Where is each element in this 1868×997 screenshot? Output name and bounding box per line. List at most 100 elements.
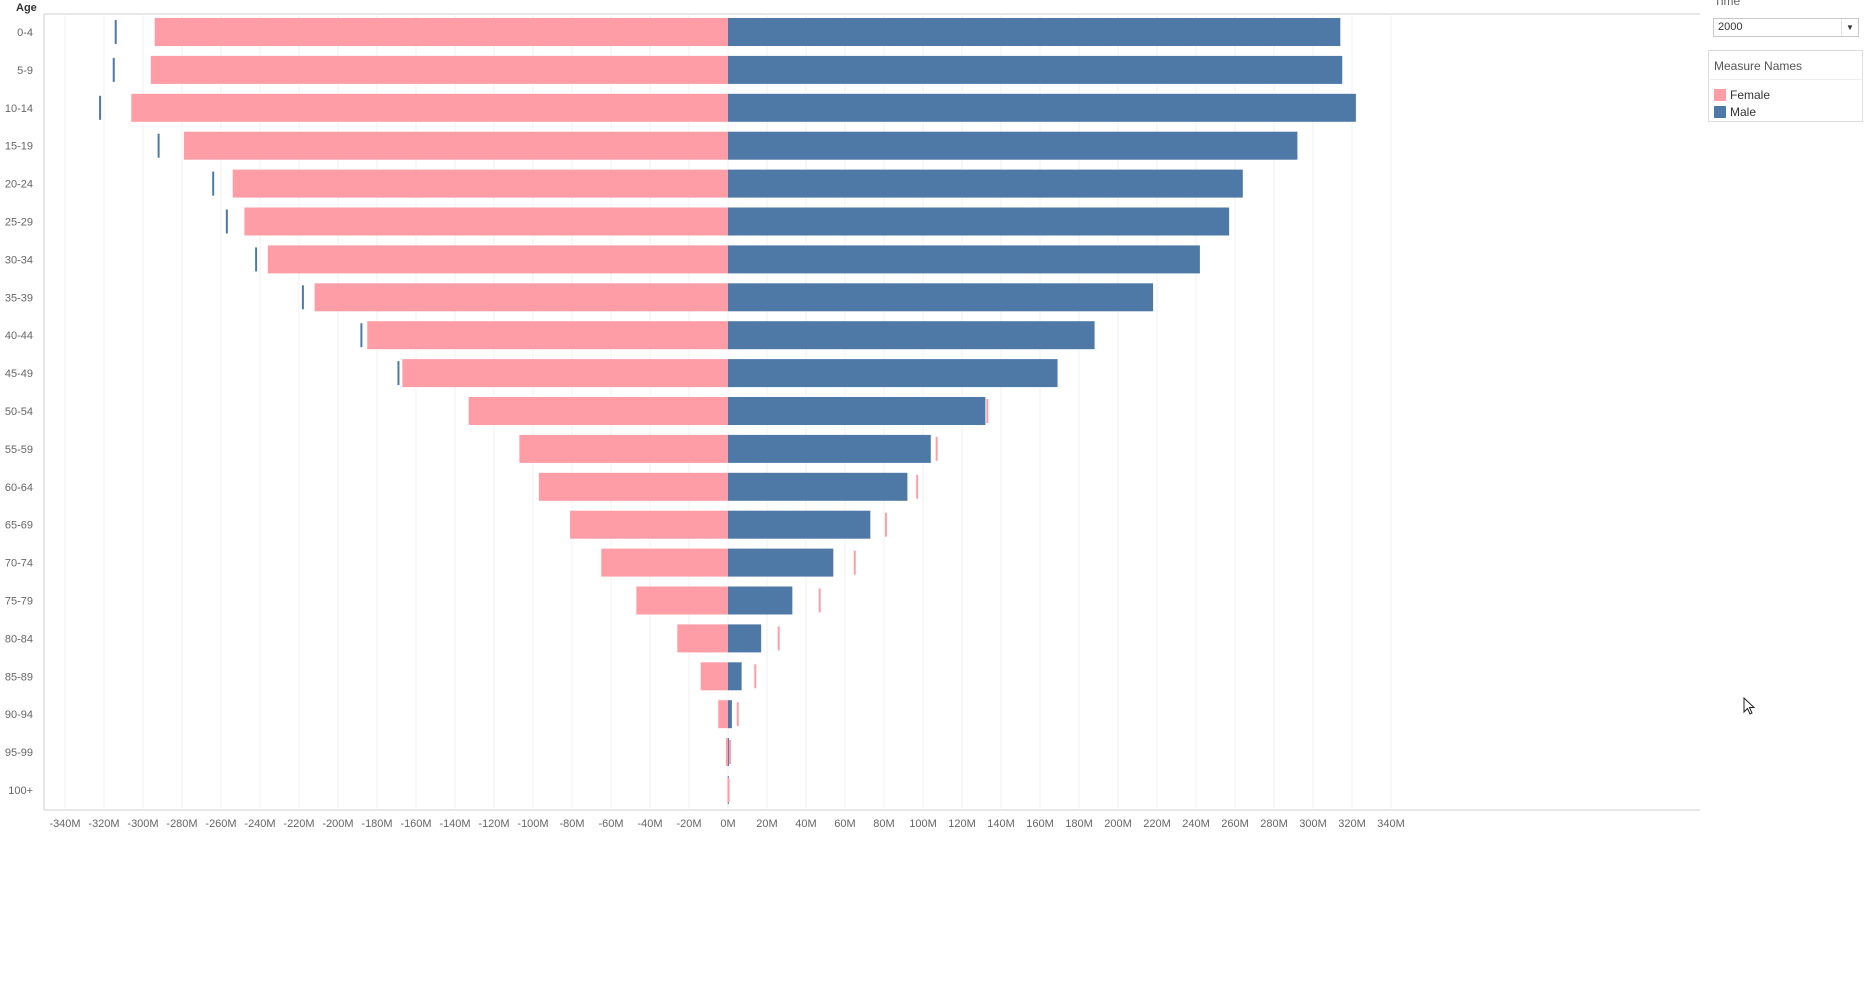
bar-male-70-74[interactable] xyxy=(728,548,834,577)
legend-label-male: Male xyxy=(1730,104,1757,119)
time-dropdown[interactable]: 2000 ▼ xyxy=(1713,18,1859,37)
bar-female-75-79[interactable] xyxy=(636,586,728,615)
bar-female-30-34[interactable] xyxy=(267,245,728,274)
x-tick-label: 220M xyxy=(1143,818,1171,830)
bar-male-95-99[interactable] xyxy=(728,738,729,767)
bar-female-50-54[interactable] xyxy=(468,397,728,425)
bar-male-90-94[interactable] xyxy=(728,700,732,729)
x-tick-label: 280M xyxy=(1260,818,1288,830)
bar-female-55-59[interactable] xyxy=(519,434,728,463)
ref-tick-male-10-14 xyxy=(99,95,102,120)
bar-male-40-44[interactable] xyxy=(728,321,1095,350)
bar-male-5-9[interactable] xyxy=(728,55,1343,84)
y-tick-label: 65-69 xyxy=(5,520,33,532)
bar-female-90-94[interactable] xyxy=(718,700,728,729)
x-tick-label: -200M xyxy=(322,818,353,830)
y-tick-label: 20-24 xyxy=(5,179,33,191)
bar-male-55-59[interactable] xyxy=(728,434,931,463)
ref-tick-male-40-44 xyxy=(360,323,363,348)
x-tick-label: 320M xyxy=(1338,818,1366,830)
bar-male-65-69[interactable] xyxy=(728,510,871,539)
x-tick-label: -80M xyxy=(559,818,584,830)
bar-male-25-29[interactable] xyxy=(728,207,1230,236)
bar-male-50-54[interactable] xyxy=(728,397,986,425)
bar-female-80-84[interactable] xyxy=(677,624,728,653)
bar-female-10-14[interactable] xyxy=(131,93,729,122)
chevron-down-icon[interactable]: ▼ xyxy=(1841,19,1858,36)
bar-male-15-19[interactable] xyxy=(728,131,1298,160)
time-filter-title: Time xyxy=(1714,0,1741,8)
ref-tick-male-35-39 xyxy=(301,285,304,310)
x-axis: -340M -320M -300M -280M -260M -240M -220M -200M… xyxy=(49,818,1404,830)
x-tick-label: -280M xyxy=(166,818,197,830)
x-tick-label: -220M xyxy=(283,818,314,830)
legend-title: Measure Names xyxy=(1714,59,1803,73)
ref-tick-male-20-24 xyxy=(212,171,215,196)
ref-tick-male-30-34 xyxy=(255,247,258,272)
legend-label-female: Female xyxy=(1730,87,1771,102)
bar-male-20-24[interactable] xyxy=(728,169,1243,198)
x-tick-label: 60M xyxy=(834,818,855,830)
ref-tick-male-0-4 xyxy=(114,20,117,44)
ref-tick-female-50-54 xyxy=(986,399,989,423)
ref-tick-male-25-29 xyxy=(225,209,228,234)
x-tick-label: 80M xyxy=(873,818,894,830)
bar-female-40-44[interactable] xyxy=(367,321,728,350)
y-tick-label: 55-59 xyxy=(5,444,33,456)
y-tick-label: 90-94 xyxy=(5,709,33,721)
x-tick-label: -140M xyxy=(439,818,470,830)
x-tick-label: 260M xyxy=(1221,818,1249,830)
y-tick-label: 50-54 xyxy=(5,406,33,418)
bar-female-5-9[interactable] xyxy=(150,55,729,84)
x-tick-label: 40M xyxy=(795,818,816,830)
bar-female-0-4[interactable] xyxy=(154,18,728,46)
y-tick-label: 45-49 xyxy=(5,368,33,380)
bar-male-0-4[interactable] xyxy=(728,18,1341,46)
bar-male-85-89[interactable] xyxy=(728,662,742,691)
y-tick-label: 80-84 xyxy=(5,633,33,645)
y-tick-label: 5-9 xyxy=(17,65,33,77)
y-tick-label: 100+ xyxy=(8,785,33,797)
bar-female-45-49[interactable] xyxy=(402,359,728,388)
bars xyxy=(131,18,1356,804)
reference-ticks xyxy=(99,20,989,802)
bar-female-95-99[interactable] xyxy=(726,738,728,767)
ref-tick-female-60-64 xyxy=(916,474,919,499)
x-tick-label: 140M xyxy=(987,818,1015,830)
ref-tick-male-5-9 xyxy=(112,57,115,82)
x-tick-label: -100M xyxy=(517,818,548,830)
x-tick-label: 120M xyxy=(948,818,976,830)
y-tick-label: 40-44 xyxy=(5,330,33,342)
y-axis: 0-4 5-9 10-14 15-19 20-24 25-29 30-34 35-39 40-4… xyxy=(5,27,33,797)
bar-female-15-19[interactable] xyxy=(183,131,728,160)
time-dropdown-value: 2000 xyxy=(1718,21,1743,33)
legend-item-male[interactable]: Male xyxy=(1714,104,1757,119)
bar-female-20-24[interactable] xyxy=(232,169,728,198)
bar-female-85-89[interactable] xyxy=(700,662,728,691)
bar-male-60-64[interactable] xyxy=(728,472,908,501)
bar-male-35-39[interactable] xyxy=(728,283,1154,312)
x-tick-label: -120M xyxy=(478,818,509,830)
bar-female-70-74[interactable] xyxy=(601,548,728,577)
bar-male-80-84[interactable] xyxy=(728,624,762,653)
y-tick-label: 60-64 xyxy=(5,482,33,494)
bar-female-35-39[interactable] xyxy=(314,283,728,312)
bar-female-25-29[interactable] xyxy=(244,207,728,236)
bar-female-60-64[interactable] xyxy=(538,472,728,501)
x-tick-label: -180M xyxy=(361,818,392,830)
bar-male-75-79[interactable] xyxy=(728,586,793,615)
x-tick-label: -320M xyxy=(88,818,119,830)
x-tick-label: 200M xyxy=(1104,818,1132,830)
bar-female-65-69[interactable] xyxy=(570,510,728,539)
x-tick-label: 100M xyxy=(909,818,937,830)
ref-tick-female-80-84 xyxy=(777,626,780,651)
x-tick-label: 340M xyxy=(1377,818,1405,830)
legend-item-female[interactable]: Female xyxy=(1714,87,1771,102)
y-tick-label: 0-4 xyxy=(17,27,33,39)
x-tick-label: 0M xyxy=(720,818,735,830)
bar-male-30-34[interactable] xyxy=(728,245,1200,274)
x-tick-label: -60M xyxy=(598,818,623,830)
bar-male-45-49[interactable] xyxy=(728,359,1058,388)
bar-male-10-14[interactable] xyxy=(728,93,1356,122)
x-tick-label: -20M xyxy=(676,818,701,830)
